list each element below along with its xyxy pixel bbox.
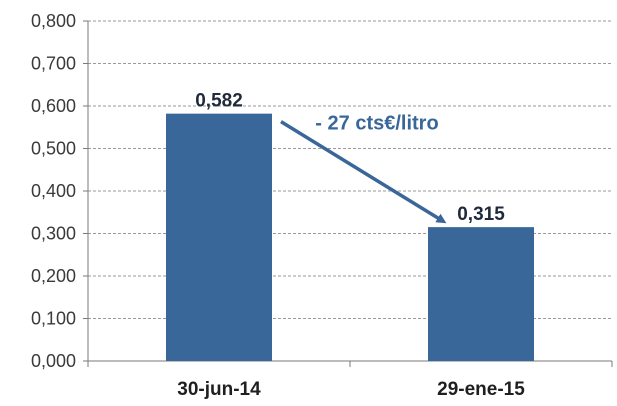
y-tick-label: 0,600 <box>31 96 76 116</box>
y-tick-label: 0,200 <box>31 266 76 286</box>
y-tick-label: 0,500 <box>31 139 76 159</box>
data-label: 0,315 <box>457 204 505 225</box>
bars <box>166 113 534 362</box>
labels: 0,000 0,100 0,200 0,300 0,400 0,500 0,600 0,700… <box>31 11 525 400</box>
y-tick-label: 0,700 <box>31 54 76 74</box>
y-tick-label: 0,100 <box>31 309 76 329</box>
y-tick-label: 0,800 <box>31 11 76 31</box>
annotation-arrow <box>280 120 447 224</box>
y-tick-label: 0,300 <box>31 224 76 244</box>
annotation: - 27 cts€/litro <box>280 113 447 224</box>
annotation-label: - 27 cts€/litro <box>315 113 438 135</box>
x-category-label: 29-ene-15 <box>437 379 525 400</box>
y-tick-label: 0,400 <box>31 181 76 201</box>
bar <box>428 227 534 361</box>
y-tick-label: 0,000 <box>31 351 76 371</box>
x-category-label: 30-jun-14 <box>177 379 261 400</box>
data-label: 0,582 <box>195 91 243 112</box>
bar <box>166 113 272 362</box>
